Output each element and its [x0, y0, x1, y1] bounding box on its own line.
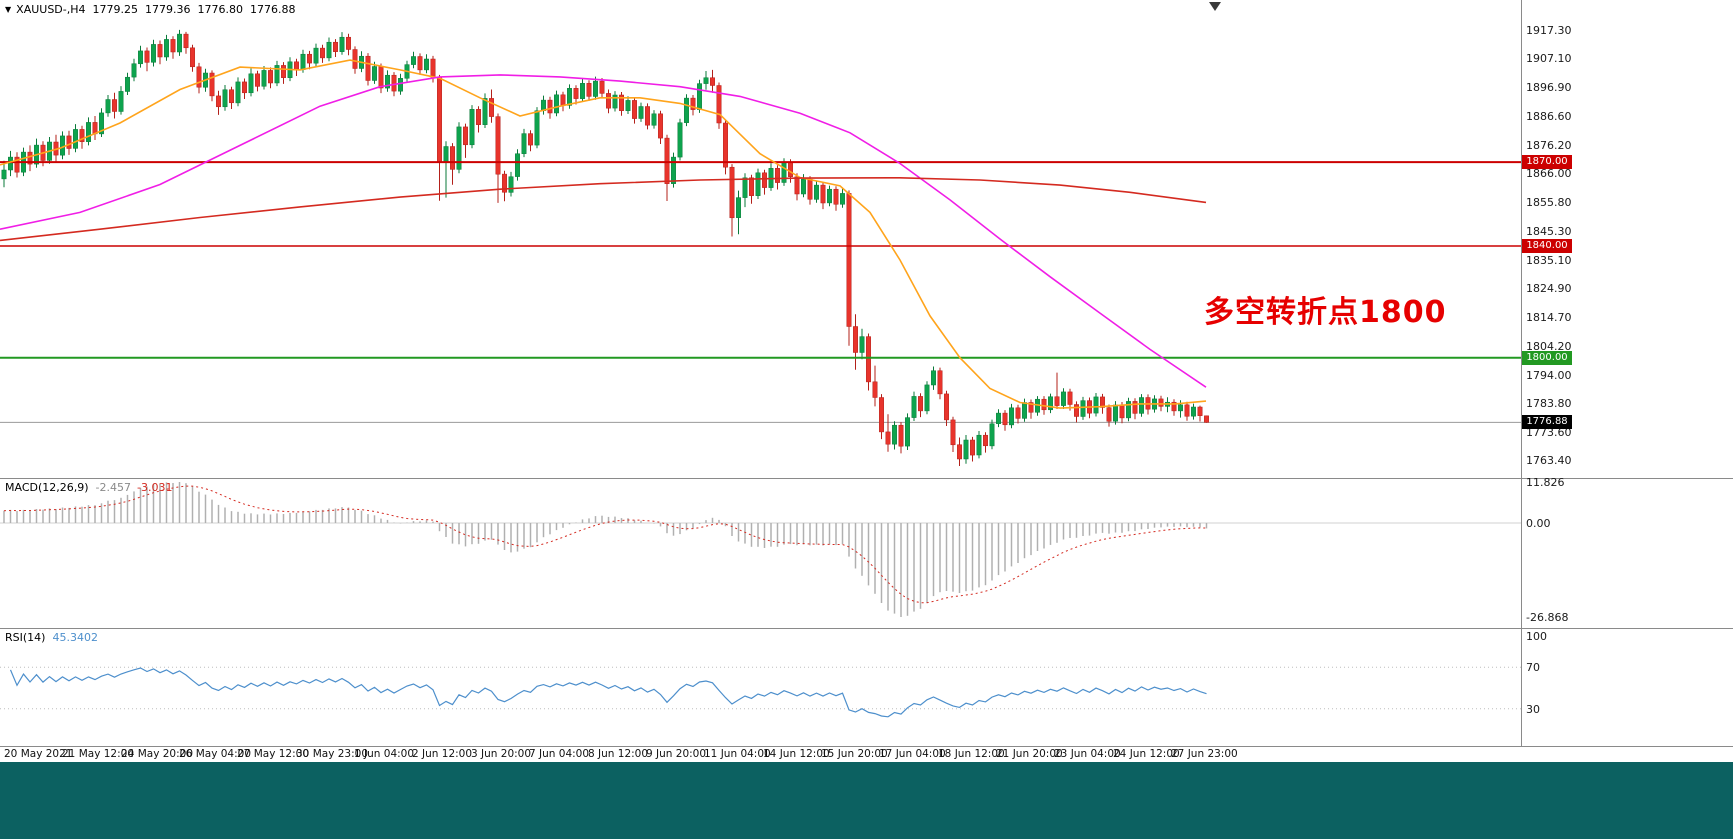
ohlc-open: 1779.25: [92, 3, 139, 16]
time-axis-label: 8 Jun 12:00: [588, 748, 649, 760]
macd-axis-label: 0.00: [1526, 517, 1551, 530]
chart-annotation-text: 多空转折点1800: [1204, 295, 1447, 330]
symbol-timeframe-label: XAUUSD-,H4: [16, 3, 86, 16]
macd-signal-value: -3.031: [137, 481, 173, 494]
ohlc-low: 1776.80: [197, 3, 244, 16]
time-axis-label: 21 May 12:00: [62, 748, 135, 760]
ohlc-header: ▼ XAUUSD-,H4 1779.25 1779.36 1776.80 1776.88: [5, 3, 296, 16]
price-axis-label: 1783.80: [1526, 397, 1572, 411]
time-axis-label: 17 Jun 04:00: [879, 748, 946, 760]
macd-label: MACD(12,26,9): [5, 481, 89, 494]
macd-axis-label: 11.826: [1526, 476, 1565, 489]
ma-mid-magenta: [0, 74, 1207, 388]
time-axis-label: 15 Jun 20:00: [821, 748, 888, 760]
macd-axis-label: -26.868: [1526, 611, 1569, 624]
price-axis-label: 1804.20: [1526, 340, 1572, 354]
time-axis-label: 7 Jun 04:00: [529, 748, 590, 760]
time-axis-label: 1 Jun 04:00: [354, 748, 415, 760]
time-axis-label: 20 May 2021: [4, 748, 73, 760]
time-axis-label: 3 Jun 20:00: [471, 748, 532, 760]
ma-slow-red: [0, 176, 1207, 242]
price-axis-label: 1896.90: [1526, 80, 1572, 94]
price-axis-label: 1917.30: [1526, 23, 1572, 37]
time-axis-label: 30 May 23:00: [296, 748, 369, 760]
price-level-badge[interactable]: 1776.88: [1522, 415, 1572, 429]
rsi-value: 45.3402: [52, 631, 98, 644]
macd-histogram: [3, 482, 1208, 617]
time-axis-label: 11 Jun 04:00: [704, 748, 771, 760]
time-axis-label: 27 Jun 23:00: [1171, 748, 1238, 760]
rsi-axis-label: 70: [1526, 661, 1540, 674]
time-axis-label: 18 Jun 12:00: [938, 748, 1005, 760]
time-axis-label: 23 Jun 04:00: [1054, 748, 1121, 760]
price-level-badge[interactable]: 1840.00: [1522, 239, 1572, 253]
ma-fast-orange: [0, 59, 1207, 409]
candlesticks: [1, 29, 1209, 466]
ohlc-close: 1776.88: [250, 3, 296, 16]
time-axis-label: 2 Jun 12:00: [412, 748, 473, 760]
rsi-indicator-header: RSI(14) 45.3402: [5, 631, 98, 644]
price-axis-label: 1855.80: [1526, 195, 1572, 209]
rsi-line: [9, 667, 1207, 718]
macd-signal-line: [3, 485, 1207, 604]
rsi-axis-label: 100: [1526, 630, 1547, 643]
price-axis-label: 1824.90: [1526, 282, 1572, 296]
macd-main-value: -2.457: [95, 481, 132, 494]
symbol-collapse-icon[interactable]: ▼: [5, 5, 12, 14]
time-axis-label: 21 Jun 20:00: [996, 748, 1063, 760]
time-axis-label: 24 Jun 12:00: [1113, 748, 1180, 760]
macd-indicator-header: MACD(12,26,9) -2.457 -3.031: [5, 481, 172, 494]
price-axis-label: 1835.10: [1526, 253, 1572, 267]
price-axis-label: 1866.00: [1526, 167, 1572, 181]
time-axis-label: 26 May 04:00: [179, 748, 252, 760]
chart-canvas[interactable]: [0, 0, 1733, 760]
time-axis-label: 9 Jun 20:00: [646, 748, 707, 760]
price-axis-label: 1794.00: [1526, 368, 1572, 382]
ohlc-high: 1779.36: [145, 3, 191, 16]
price-axis-label: 1763.40: [1526, 454, 1572, 468]
time-axis-label: 24 May 20:00: [121, 748, 194, 760]
chart-shift-marker-icon[interactable]: [1209, 2, 1221, 11]
price-axis-label: 1814.70: [1526, 310, 1572, 324]
rsi-axis-label: 30: [1526, 703, 1540, 716]
price-axis-label: 1845.30: [1526, 225, 1572, 239]
time-axis-label: 14 Jun 12:00: [763, 748, 830, 760]
price-level-badge[interactable]: 1800.00: [1522, 351, 1572, 365]
price-axis-label: 1886.60: [1526, 109, 1572, 123]
time-axis-label: 27 May 12:00: [237, 748, 310, 760]
bottom-background-strip: [0, 762, 1733, 839]
price-axis-label: 1876.20: [1526, 138, 1572, 152]
price-axis-label: 1907.10: [1526, 52, 1572, 66]
rsi-label: RSI(14): [5, 631, 46, 644]
price-level-badge[interactable]: 1870.00: [1522, 155, 1572, 169]
